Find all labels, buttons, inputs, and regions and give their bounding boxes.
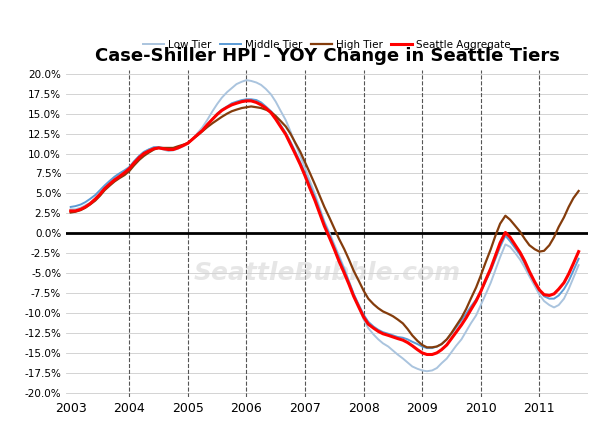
Title: Case-Shiller HPI - YOY Change in Seattle Tiers: Case-Shiller HPI - YOY Change in Seattle… — [95, 48, 559, 65]
Text: SeattleBubble.com: SeattleBubble.com — [193, 260, 461, 285]
Legend: Low Tier, Middle Tier, High Tier, Seattle Aggregate: Low Tier, Middle Tier, High Tier, Seattl… — [139, 36, 515, 54]
